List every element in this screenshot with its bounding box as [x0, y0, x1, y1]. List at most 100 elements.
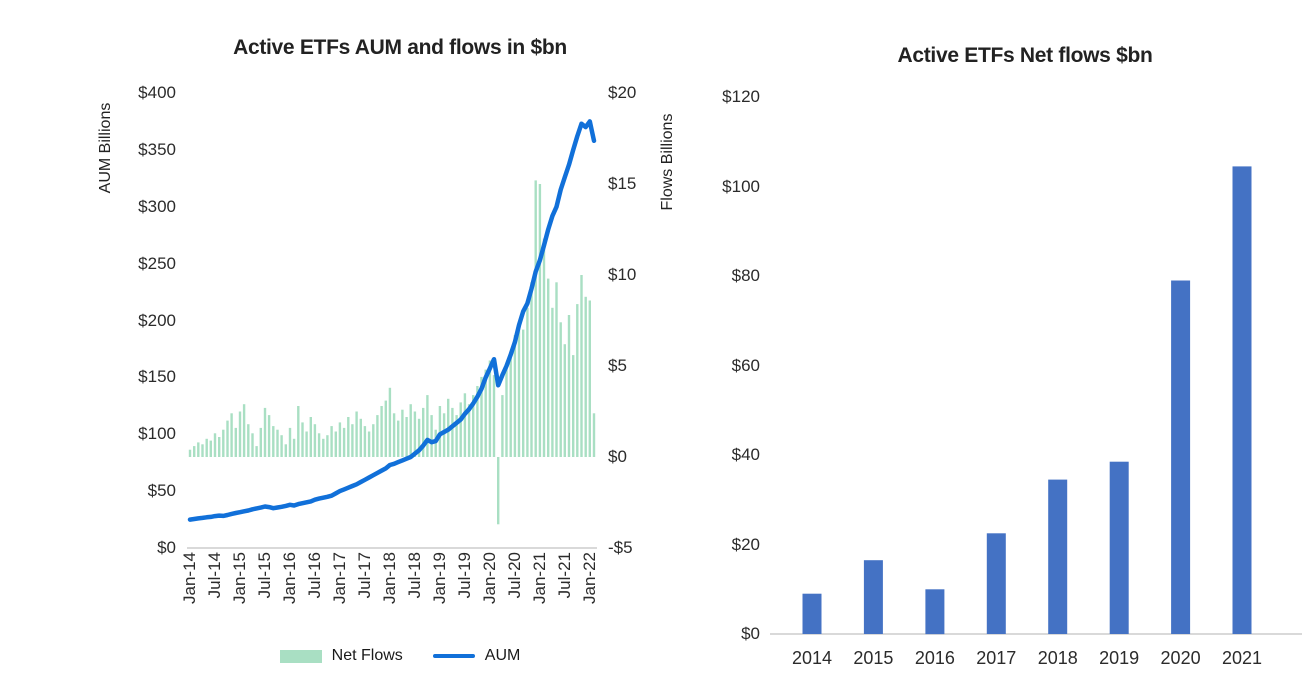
left-axis-tick-label: $100	[138, 424, 176, 444]
annual-x-tick-label: 2021	[1221, 648, 1263, 668]
net-flows-bar	[522, 329, 525, 457]
net-flows-bar	[526, 307, 529, 457]
annual-y-tick-label: $60	[731, 355, 760, 375]
net-flows-bar	[459, 402, 462, 457]
net-flows-bar	[513, 335, 517, 457]
net-flows-bar	[347, 417, 350, 457]
net-flows-bar	[209, 440, 212, 457]
annual-x-tick-label: 2019	[1099, 648, 1140, 668]
net-flows-bar	[284, 444, 287, 457]
net-flows-bar	[413, 411, 417, 457]
net-flows-legend-swatch	[279, 649, 322, 663]
net-flows-bar	[401, 409, 404, 457]
left-axis-tick-label: $400	[138, 83, 176, 102]
net-flows-bar	[409, 404, 412, 457]
net-flows-bar	[467, 404, 471, 457]
right-axis-tick-label: $5	[608, 356, 627, 375]
net-flows-bar	[363, 426, 367, 457]
net-flows-bar	[376, 415, 379, 457]
left-axis-tick-label: $150	[138, 367, 176, 387]
net-flows-bar	[288, 427, 292, 457]
net-flows-bar	[359, 418, 362, 457]
net-flows-bar	[313, 424, 317, 457]
annual-y-tick-label: $120	[722, 87, 760, 106]
annual-y-tick-label: $80	[731, 266, 760, 285]
net-flows-bar	[272, 426, 275, 457]
net-flows-bar	[463, 393, 467, 457]
net-flows-bar	[592, 413, 596, 457]
net-flows-bar	[388, 387, 392, 457]
net-flows-bar	[247, 424, 250, 457]
net-flows-bar	[193, 446, 196, 457]
annual-x-tick-label: 2015	[853, 648, 894, 668]
net-flows-bar	[384, 400, 387, 457]
right-axis-tick-label: $20	[608, 83, 637, 102]
net-flows-bar	[534, 180, 537, 457]
net-flows-bar	[255, 446, 258, 457]
annual-flow-bar	[1232, 166, 1252, 634]
net-flows-bar	[205, 438, 208, 457]
net-flows-bar	[559, 322, 562, 457]
left-axis-tick-label: $0	[157, 538, 176, 557]
net-flows-bar	[480, 376, 483, 457]
net-flows-bar	[455, 415, 458, 457]
annual-flow-bar	[1171, 280, 1191, 634]
annual-x-tick-label: 2020	[1160, 648, 1201, 668]
net-flows-bar	[230, 413, 233, 457]
left-axis-tick-label: $250	[138, 253, 176, 273]
net-flows-bar	[426, 395, 429, 457]
net-flows-bar	[238, 411, 242, 457]
net-flows-bar	[218, 437, 221, 457]
net-flows-bar	[405, 417, 408, 457]
net-flows-bar	[342, 427, 346, 457]
net-flows-bar	[422, 407, 425, 457]
net-flows-bar	[251, 433, 254, 457]
aum-legend-label: AUM	[484, 647, 521, 664]
net-flows-bar	[555, 282, 558, 457]
net-flows-bar	[201, 444, 204, 457]
net-flows-bar	[588, 300, 591, 457]
net-flows-bar	[576, 304, 579, 457]
net-flows-bar	[267, 415, 271, 457]
net-flows-bar	[380, 406, 383, 457]
net-flows-bar	[242, 404, 246, 457]
net-flows-bar	[280, 435, 283, 457]
annual-flow-bar	[802, 593, 822, 634]
net-flows-bar	[197, 442, 200, 457]
net-flows-bar	[355, 411, 358, 457]
net-flows-bar	[317, 433, 321, 457]
annual-y-tick-label: $100	[722, 176, 760, 196]
net-flows-bar	[259, 427, 262, 457]
net-flows-bar	[417, 418, 421, 457]
annual-flow-bar	[1048, 479, 1068, 634]
net-flows-bar	[301, 422, 304, 457]
net-flows-bar	[372, 424, 375, 457]
annual-flow-bar	[925, 589, 945, 635]
net-flows-bar	[501, 395, 504, 457]
net-flows-bar	[338, 422, 342, 457]
net-flows-bar	[580, 275, 583, 457]
net-flows-bar	[297, 406, 300, 457]
combo-legend: Net Flows AUM	[230, 644, 570, 668]
annual-chart-title: Active ETFs Net flows $bn	[897, 44, 1153, 67]
net-flows-bar	[563, 344, 566, 457]
net-flows-bar	[213, 433, 217, 457]
net-flows-bar	[222, 429, 225, 457]
net-flows-bar	[551, 307, 554, 457]
right-axis-tick-label: $15	[608, 174, 637, 193]
net-flows-bar	[497, 457, 500, 525]
net-flows-bar	[367, 431, 371, 457]
net-flows-bar	[326, 435, 329, 457]
net-flows-bar	[451, 407, 454, 457]
aum-legend-swatch	[432, 653, 475, 659]
right-axis-tick-label: $0	[608, 447, 627, 466]
net-flows-bar	[538, 184, 542, 457]
net-flows-bar	[322, 438, 325, 457]
net-flows-bar	[351, 424, 354, 457]
net-flows-bar	[517, 322, 521, 457]
net-flows-bar	[438, 406, 442, 457]
